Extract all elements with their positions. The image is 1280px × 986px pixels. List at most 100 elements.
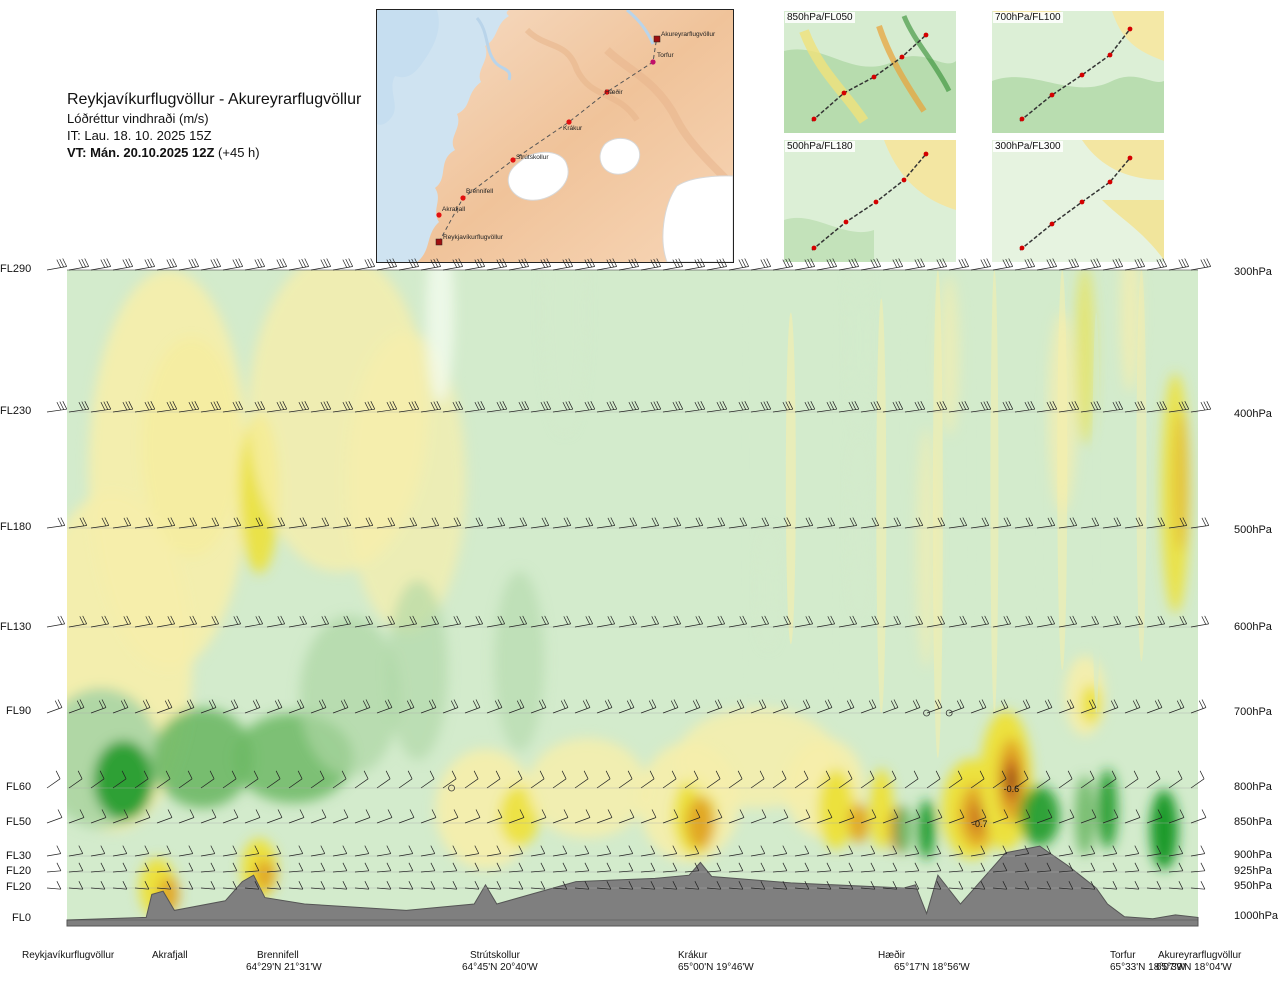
fl-label: FL20 bbox=[6, 881, 32, 893]
wind-barb bbox=[1146, 809, 1163, 824]
eyjafjordur bbox=[626, 10, 655, 45]
wind-barb bbox=[486, 845, 502, 857]
wind-blob bbox=[918, 799, 935, 860]
wave-streak bbox=[1092, 312, 1101, 713]
wind-barb bbox=[948, 615, 968, 628]
wind-blob bbox=[1120, 270, 1141, 393]
wind-barb bbox=[134, 401, 156, 413]
wind-barb bbox=[772, 845, 788, 857]
wind-barb bbox=[442, 881, 458, 890]
wind-barb bbox=[156, 517, 176, 529]
wind-barb bbox=[1102, 615, 1122, 628]
wind-barb bbox=[200, 615, 220, 628]
wind-blob bbox=[152, 708, 253, 808]
waypoint-coord: 65°00'N 19°46'W bbox=[678, 962, 754, 973]
wind-barb bbox=[1102, 517, 1122, 529]
wind-barb bbox=[68, 615, 88, 628]
wind-barb bbox=[222, 770, 237, 789]
wind-barb bbox=[1190, 699, 1207, 714]
wind-barb bbox=[728, 809, 745, 824]
wind-barb bbox=[750, 615, 770, 628]
wind-barb bbox=[662, 809, 679, 824]
hpa-label: 500hPa bbox=[1234, 524, 1272, 536]
wind-barb bbox=[596, 809, 613, 824]
wind-barb bbox=[486, 809, 503, 824]
wind-barb bbox=[178, 770, 193, 789]
route-waypoint-labels: Reykjavíkurflugvöllur Akrafjall Brennife… bbox=[442, 31, 716, 241]
wind-barb bbox=[552, 699, 569, 714]
wind-barb bbox=[794, 258, 816, 271]
wind-barb bbox=[244, 845, 260, 857]
wind-barb bbox=[398, 770, 413, 789]
wind-barb bbox=[376, 809, 393, 824]
wind-barb bbox=[948, 258, 970, 271]
hpa-label: 600hPa bbox=[1234, 621, 1272, 633]
wind-barb bbox=[706, 615, 726, 628]
wind-blob bbox=[848, 270, 869, 431]
wave-streak bbox=[741, 270, 750, 713]
map-label-reykjavik: Reykjavíkurflugvöllur bbox=[443, 234, 504, 241]
wind-barb bbox=[904, 615, 924, 628]
hpa-label: 800hPa bbox=[1234, 781, 1272, 793]
wind-barb bbox=[332, 517, 352, 529]
wind-barb bbox=[1146, 881, 1162, 890]
wind-barb bbox=[420, 517, 440, 529]
wind-barb bbox=[706, 401, 728, 413]
wind-barb bbox=[794, 809, 811, 824]
map-label-akureyri: Akureyrarflugvöllur bbox=[661, 31, 716, 38]
wind-barb bbox=[640, 615, 660, 628]
hofsjokull-glacier bbox=[599, 137, 641, 175]
wind-barb bbox=[596, 401, 618, 413]
wind-barb bbox=[398, 401, 420, 413]
fl-label: FL90 bbox=[6, 705, 32, 717]
wind-barb bbox=[1168, 809, 1185, 824]
fl-label: FL30 bbox=[6, 850, 32, 862]
wind-barb bbox=[288, 809, 305, 824]
wind-barb bbox=[772, 699, 789, 714]
wind-barb bbox=[134, 615, 154, 628]
fl-label: FL290 bbox=[0, 263, 32, 275]
wind-barb bbox=[332, 699, 349, 714]
wind-barb bbox=[1190, 809, 1207, 824]
wind-barb bbox=[618, 770, 633, 789]
wind-barb bbox=[794, 615, 814, 628]
wind-barb bbox=[200, 845, 216, 857]
wind-barb bbox=[486, 699, 503, 714]
wind-barb bbox=[1102, 809, 1119, 824]
wind-barb bbox=[376, 258, 398, 271]
wind-barb bbox=[1014, 517, 1034, 529]
wind-barb bbox=[1124, 845, 1140, 857]
waypoint-name: Torfur bbox=[1110, 950, 1136, 961]
wind-barb bbox=[1168, 862, 1184, 873]
wind-barb bbox=[992, 845, 1008, 857]
wind-barb bbox=[530, 862, 546, 873]
wind-barb bbox=[904, 862, 920, 873]
wind-barb bbox=[530, 770, 545, 789]
terrain-profile bbox=[66, 845, 1199, 927]
wind-field bbox=[67, 270, 1198, 926]
wind-barb bbox=[420, 845, 436, 857]
wind-barb bbox=[772, 401, 794, 413]
waypoint-marker bbox=[566, 119, 572, 125]
wind-blob bbox=[758, 527, 779, 648]
wind-barb bbox=[662, 845, 678, 857]
wind-barb bbox=[442, 809, 459, 824]
wind-barb bbox=[1036, 862, 1052, 873]
waypoint-label-strutskollur: Strútskollur 64°45'N 20°40'W bbox=[462, 950, 538, 974]
route-map: Reykjavíkurflugvöllur Akrafjall Brennife… bbox=[376, 9, 734, 263]
wind-barb bbox=[266, 699, 283, 714]
wind-barb bbox=[332, 615, 352, 628]
wind-barb bbox=[926, 615, 946, 628]
wind-barb bbox=[992, 770, 1007, 789]
wind-barb bbox=[596, 699, 613, 714]
wind-barb bbox=[728, 517, 748, 529]
waypoint-name: Strútskollur bbox=[470, 950, 521, 961]
wind-barb bbox=[1168, 615, 1188, 628]
wind-barb bbox=[926, 845, 942, 857]
wind-barb bbox=[750, 809, 767, 824]
wind-barb bbox=[750, 845, 766, 857]
wind-barb bbox=[904, 699, 921, 714]
wind-barb bbox=[948, 517, 968, 529]
wind-barb bbox=[90, 809, 107, 824]
minimap-850hpa-svg bbox=[784, 11, 956, 133]
